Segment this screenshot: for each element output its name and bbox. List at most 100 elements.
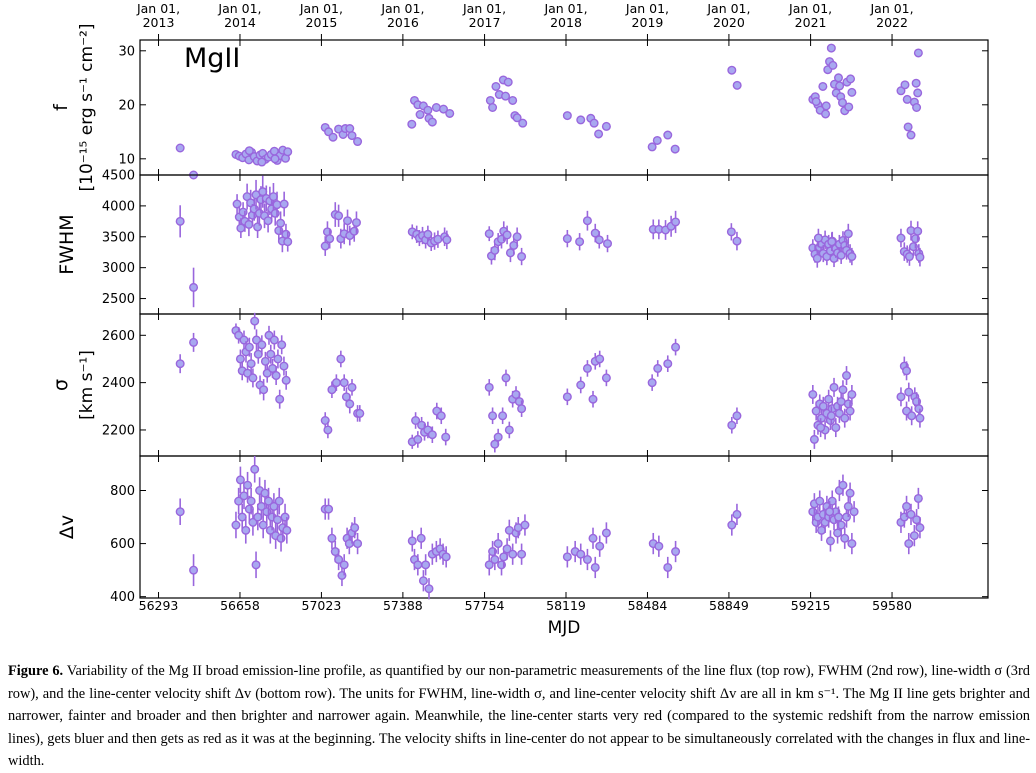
data-point: [427, 430, 437, 440]
data-point: [663, 562, 673, 572]
data-point: [484, 560, 494, 570]
data-point: [502, 230, 512, 240]
data-point: [324, 504, 334, 514]
data-point: [423, 229, 433, 239]
data-point: [582, 363, 592, 373]
data-point: [904, 539, 914, 549]
data-point: [671, 547, 681, 557]
data-point: [244, 342, 254, 352]
data-point: [825, 536, 835, 546]
data-point: [818, 401, 828, 411]
data-point: [415, 110, 425, 120]
data-point: [251, 560, 261, 570]
data-point: [427, 117, 437, 127]
data-point: [502, 544, 512, 554]
data-point: [235, 475, 245, 485]
data-point: [248, 517, 258, 527]
top-year-label: 2014: [224, 15, 256, 30]
data-point: [244, 504, 254, 514]
data-point: [243, 480, 253, 490]
x-tick-label: 59215: [791, 598, 831, 613]
data-point: [498, 411, 508, 421]
data-point: [327, 533, 337, 543]
data-point: [260, 356, 270, 366]
data-point: [652, 135, 662, 145]
data-point: [269, 335, 279, 345]
y-tick-label: 4500: [102, 169, 135, 184]
y-axis-unit: [km s⁻¹]: [77, 350, 97, 420]
data-point: [518, 118, 528, 128]
data-point: [913, 88, 923, 98]
top-year-label: 2015: [306, 15, 338, 30]
y-axis-label: Δv: [56, 515, 78, 539]
data-point: [836, 250, 846, 260]
data-point: [413, 560, 423, 570]
data-point: [826, 411, 836, 421]
data-point: [808, 389, 818, 399]
data-point: [845, 406, 855, 416]
data-point: [833, 512, 843, 522]
data-point: [258, 520, 268, 530]
data-point: [906, 509, 916, 519]
caption-text: Variability of the Mg II broad emission-…: [8, 663, 1030, 770]
y-tick-label: 600: [110, 537, 135, 552]
data-point: [189, 337, 199, 347]
data-point: [517, 252, 527, 262]
data-point: [334, 211, 344, 221]
data-point: [246, 359, 256, 369]
data-point: [812, 253, 822, 263]
data-point: [833, 73, 843, 83]
data-point: [280, 512, 290, 522]
data-point: [275, 394, 285, 404]
data-point: [441, 552, 451, 562]
data-point: [825, 507, 835, 517]
data-point: [271, 371, 281, 381]
data-point: [442, 235, 452, 245]
data-point: [590, 562, 600, 572]
data-point: [274, 226, 284, 236]
data-point: [272, 515, 282, 525]
x-tick-label: 58849: [709, 598, 749, 613]
data-point: [582, 555, 592, 565]
data-point: [339, 560, 349, 570]
data-point: [907, 411, 917, 421]
data-point: [253, 222, 263, 232]
data-point: [423, 105, 433, 115]
data-point: [663, 359, 673, 369]
data-point: [244, 146, 254, 156]
data-point: [355, 408, 365, 418]
data-point: [732, 509, 742, 519]
data-point: [588, 533, 598, 543]
data-point: [663, 130, 673, 140]
data-point: [503, 77, 513, 87]
data-point: [488, 102, 498, 112]
y-axis-label: f: [50, 103, 72, 111]
data-point: [826, 43, 836, 53]
x-tick-label: 57754: [465, 598, 505, 613]
data-point: [576, 380, 586, 390]
figure-caption: Figure 6. Variability of the Mg II broad…: [8, 660, 1030, 773]
data-point: [273, 354, 283, 364]
data-point: [491, 81, 501, 91]
data-point: [441, 432, 451, 442]
data-point: [281, 375, 291, 385]
data-point: [913, 226, 923, 236]
data-point: [915, 413, 925, 423]
data-point: [589, 118, 599, 128]
data-point: [237, 512, 247, 522]
x-tick-label: 57023: [302, 598, 342, 613]
data-point: [279, 361, 289, 371]
x-tick-label: 59580: [872, 598, 912, 613]
data-point: [282, 525, 292, 535]
data-point: [902, 94, 912, 104]
data-point: [601, 121, 611, 131]
data-point: [653, 363, 663, 373]
data-point: [824, 394, 834, 404]
top-year-label: 2013: [143, 15, 175, 30]
data-point: [727, 520, 737, 530]
data-point: [726, 227, 736, 237]
data-point: [846, 74, 856, 84]
top-date-label: Jan 01,: [299, 1, 343, 16]
data-point: [913, 493, 923, 503]
data-point: [347, 382, 357, 392]
